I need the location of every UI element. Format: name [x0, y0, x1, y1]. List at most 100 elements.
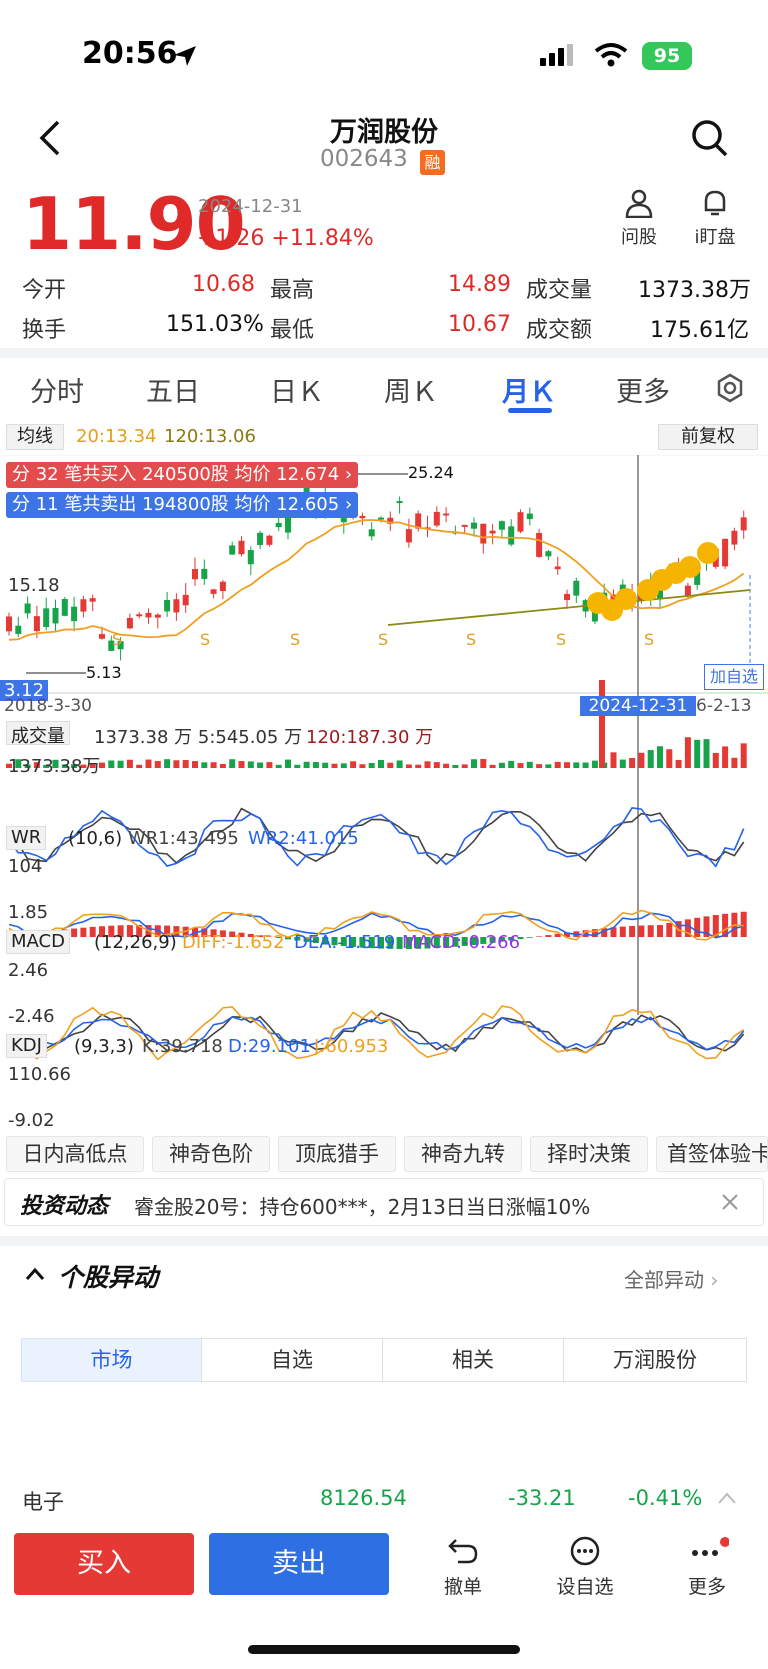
macd-hi: 2.46 — [8, 960, 49, 981]
macd-selector[interactable]: MACD — [6, 930, 70, 954]
all-anomaly-link[interactable]: 全部异动 › — [624, 1264, 718, 1293]
candle-body — [722, 538, 729, 567]
close-icon[interactable] — [720, 1192, 740, 1212]
watch-label: i盯盘 — [694, 227, 736, 248]
settings-icon[interactable] — [714, 372, 746, 404]
candle-body — [610, 594, 617, 603]
macd-bar — [331, 937, 338, 946]
macd-bar — [247, 933, 254, 937]
chevron-up-icon[interactable] — [716, 1490, 738, 1506]
tool-color-scale[interactable]: 神奇色阶 — [152, 1136, 270, 1172]
macd-bar — [359, 937, 366, 948]
macd-bar — [610, 927, 617, 937]
candle-body — [415, 513, 422, 529]
candle-body — [526, 513, 533, 520]
volume-selector[interactable]: 成交量 — [6, 721, 70, 747]
sell-button[interactable]: 卖出 — [209, 1533, 389, 1595]
tool-timing[interactable]: 择时决策 — [530, 1136, 648, 1172]
tab-indicator — [508, 408, 552, 413]
wr-selector[interactable]: WR — [6, 826, 47, 850]
candle-body — [359, 515, 366, 519]
candle-body — [192, 569, 198, 580]
volume-bar — [666, 749, 673, 768]
macd-bar — [126, 925, 133, 937]
tab-daily-k[interactable]: 日Ｋ — [270, 377, 324, 408]
macd-bar — [554, 933, 561, 937]
tool-nine-turn[interactable]: 神奇九转 — [404, 1136, 522, 1172]
tab-more[interactable]: 更多 — [616, 377, 670, 408]
amount-label: 成交额 — [526, 318, 593, 343]
tab-weekly-k[interactable]: 周Ｋ — [384, 377, 438, 408]
candle-body — [443, 513, 450, 516]
tab-five-day[interactable]: 五日 — [146, 377, 200, 408]
ma-selector[interactable]: 均线 — [6, 424, 64, 450]
candle-body — [71, 606, 78, 622]
volume-bar — [182, 760, 189, 768]
set-watchlist-button[interactable]: 设自选 — [540, 1535, 630, 1599]
tab-monthly-k[interactable]: 月Ｋ — [502, 377, 556, 408]
macd-bar — [694, 917, 701, 937]
volume-bar — [33, 762, 40, 768]
kdj-lo: -9.02 — [8, 1110, 55, 1131]
volume-bar — [6, 763, 12, 768]
volume-label-text: 成交量 — [11, 726, 65, 747]
change-pct: +11.84% — [271, 226, 374, 251]
macd-bar — [526, 937, 533, 938]
news-banner[interactable] — [4, 1178, 764, 1226]
wr-label: WR — [11, 827, 42, 848]
volume-bar — [387, 762, 394, 768]
candle-body — [173, 599, 180, 613]
buy-button[interactable]: 买入 — [14, 1533, 194, 1595]
watch-button[interactable]: i盯盘 — [680, 188, 750, 249]
candle-body — [247, 550, 254, 565]
seg-related[interactable]: 相关 — [382, 1338, 564, 1382]
sector-change: -33.21 — [508, 1486, 576, 1510]
d-line — [8, 1016, 745, 1052]
sector-pct: -0.41% — [628, 1486, 703, 1510]
back-icon[interactable] — [36, 118, 62, 158]
seg-stock[interactable]: 万润股份 — [563, 1338, 747, 1382]
undo-icon — [448, 1539, 478, 1564]
kdj-selector[interactable]: KDJ — [6, 1034, 47, 1058]
sell-summary-banner[interactable]: 分 11 笔共卖出 194800股 均价 12.605 › — [6, 492, 359, 518]
volume-bar — [629, 757, 636, 768]
seg-market[interactable]: 市场 — [21, 1338, 202, 1382]
candle-body — [461, 524, 468, 527]
cancel-order-label: 撤单 — [443, 1576, 482, 1598]
tool-intraday[interactable]: 日内高低点 — [6, 1136, 144, 1172]
macd-bar — [312, 937, 319, 944]
seg-watchlist[interactable]: 自选 — [201, 1338, 383, 1382]
macd-bar — [508, 937, 515, 941]
add-watchlist-button[interactable]: 加自选 — [704, 664, 764, 690]
more-button[interactable]: 更多 — [662, 1535, 752, 1599]
volume-bar — [312, 762, 319, 768]
tool-bottom-hunter[interactable]: 顶底猎手 — [278, 1136, 396, 1172]
search-icon[interactable] — [690, 118, 730, 158]
volume-label: 成交量 — [526, 278, 593, 303]
adjust-selector[interactable]: 前复权 — [658, 424, 758, 450]
ma120-line — [387, 589, 751, 626]
macd-bar — [378, 937, 384, 949]
volume-bar — [145, 759, 152, 768]
macd-bar — [164, 925, 171, 937]
tab-timeshare[interactable]: 分时 — [30, 377, 84, 408]
volume-bar — [443, 763, 450, 768]
macd-bar — [666, 923, 673, 937]
chevron-up-icon[interactable] — [24, 1264, 46, 1284]
trade-badge — [679, 556, 701, 578]
cancel-order-button[interactable]: 撤单 — [418, 1535, 508, 1599]
candle-body — [405, 529, 412, 543]
candle-body — [257, 532, 264, 545]
wr1-line — [8, 807, 745, 865]
volume-bar — [210, 762, 217, 768]
open-value: 10.68 — [192, 272, 255, 297]
tool-trial-card[interactable]: 首签体验卡 — [656, 1136, 768, 1172]
wr-params: (10,6) — [68, 828, 123, 849]
candle-body — [517, 512, 524, 532]
buy-summary-banner[interactable]: 分 32 笔共买入 240500股 均价 12.674 › — [6, 462, 359, 488]
buy-summary: 分 32 笔共买入 240500股 均价 12.674 — [12, 464, 340, 485]
ask-stock-button[interactable]: 问股 — [604, 188, 674, 249]
signal-s-label: S — [556, 630, 566, 649]
volume-max: 1373.38万 — [8, 756, 101, 777]
